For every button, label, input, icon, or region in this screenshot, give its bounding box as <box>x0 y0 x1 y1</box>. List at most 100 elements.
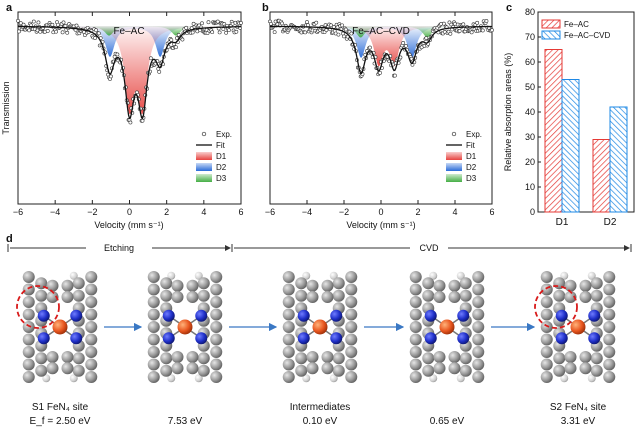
carbon-atom <box>160 289 173 302</box>
exp-point <box>17 29 21 34</box>
carbon-atom <box>540 321 553 333</box>
exp-point <box>169 38 174 42</box>
carbon-atom <box>553 289 566 302</box>
exp-point <box>303 30 308 35</box>
carbon-atom <box>459 277 472 290</box>
x-tick-label: 6 <box>238 207 243 217</box>
carbon-atom <box>448 291 461 303</box>
x-tick-label: −2 <box>87 207 97 217</box>
carbon-atom <box>459 364 472 377</box>
carbon-atom <box>459 352 472 365</box>
carbon-atom <box>472 296 485 308</box>
carbon-atom <box>306 291 319 303</box>
carbon-atom <box>409 271 422 283</box>
stage-etching-label: Etching <box>104 243 134 253</box>
exp-point <box>174 45 178 50</box>
carbon-atom <box>295 364 308 377</box>
carbon-atom <box>282 296 295 308</box>
nitrogen-atom <box>588 309 601 322</box>
carbon-atom <box>345 321 358 333</box>
carbon-atom <box>409 346 422 358</box>
carbon-atom <box>197 352 210 365</box>
carbon-atom <box>448 279 461 292</box>
carbon-atom <box>85 283 98 296</box>
y-tick-label: 60 <box>525 57 535 67</box>
carbon-atom <box>46 291 59 303</box>
y-tick-label: 10 <box>525 182 535 192</box>
nitrogen-atom <box>195 309 208 322</box>
legend-swatch-bar <box>541 19 561 29</box>
x-tick-label: 2 <box>415 207 420 217</box>
carbon-atom <box>295 277 308 290</box>
nitrogen-atom <box>330 332 343 345</box>
nitrogen-atom <box>162 332 175 345</box>
step-energy: 0.65 eV <box>430 416 465 427</box>
carbon-atom <box>409 333 422 346</box>
y-tick-label: 40 <box>525 107 535 117</box>
x-tick-label: −6 <box>265 207 275 217</box>
carbon-atom <box>210 358 223 371</box>
carbon-atom <box>282 358 295 371</box>
carbon-atom <box>85 346 98 358</box>
carbon-atom <box>186 291 199 303</box>
carbon-atom <box>422 352 435 365</box>
exp-point <box>93 36 98 40</box>
carbon-atom <box>197 277 210 290</box>
carbon-atom <box>540 371 553 383</box>
bar-d2-series0 <box>592 139 611 213</box>
exp-point <box>401 41 406 45</box>
iron-atom <box>52 319 68 335</box>
x-tick-label: 0 <box>378 207 383 217</box>
legend-label: D1 <box>466 152 477 161</box>
carbon-atom <box>46 351 59 363</box>
carbon-atom <box>472 271 485 283</box>
carbon-atom <box>197 289 210 302</box>
carbon-atom <box>22 358 35 371</box>
carbon-atom <box>459 289 472 302</box>
carbon-atom <box>210 308 223 321</box>
panel-letter-a: a <box>6 2 13 14</box>
carbon-atom <box>306 362 319 375</box>
legend-a: Exp. Fit D1 D2 D3 <box>196 130 232 183</box>
carbon-atom <box>422 289 435 302</box>
nitrogen-atom <box>297 332 310 345</box>
exp-point <box>61 20 66 25</box>
carbon-atom <box>590 352 603 365</box>
carbon-atom <box>210 271 223 283</box>
carbon-atom <box>35 289 48 302</box>
carbon-atom <box>433 291 446 303</box>
exp-point <box>60 30 65 35</box>
carbon-atom <box>540 333 553 346</box>
carbon-atom <box>603 271 616 283</box>
carbon-atom <box>282 283 295 296</box>
exp-point <box>180 37 185 42</box>
structure-step-5 <box>534 271 616 383</box>
exp-point <box>424 36 429 40</box>
exp-point <box>329 23 333 28</box>
carbon-atom <box>540 308 553 321</box>
light-carbon-atom <box>429 271 438 280</box>
nitrogen-atom <box>588 332 601 345</box>
carbon-atom <box>295 352 308 365</box>
exp-point <box>21 22 26 27</box>
carbon-atom <box>147 283 160 296</box>
exp-point <box>45 29 50 33</box>
nitrogen-atom <box>424 332 437 345</box>
exp-point <box>205 31 210 36</box>
carbon-atom <box>61 351 74 363</box>
step-label: Intermediates <box>290 402 351 413</box>
carbon-atom <box>72 277 85 290</box>
x-tick-label: −4 <box>50 207 60 217</box>
carbon-atom <box>321 362 334 375</box>
carbon-atom <box>306 279 319 292</box>
light-carbon-atom <box>429 374 438 383</box>
exp-point <box>128 120 133 125</box>
carbon-atom <box>171 279 184 292</box>
y-ticks-c: 0 10 20 30 40 50 60 70 80 <box>525 7 541 217</box>
carbon-atom <box>579 279 592 292</box>
stage-cvd-label: CVD <box>419 243 439 253</box>
light-carbon-atom <box>167 374 176 383</box>
carbon-atom <box>160 352 173 365</box>
carbon-atom <box>433 279 446 292</box>
nitrogen-atom <box>37 332 50 345</box>
